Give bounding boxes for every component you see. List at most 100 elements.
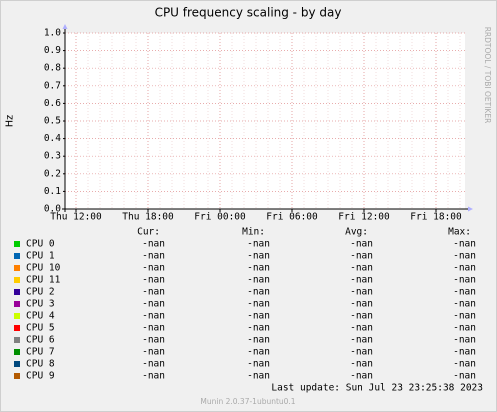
legend-stat: -nan: [247, 239, 270, 250]
legend-stat: -nan: [142, 359, 165, 370]
y-tick-label: 0.5: [44, 116, 61, 127]
legend-label: CPU 8: [26, 359, 55, 370]
legend-stat: -nan: [142, 335, 165, 346]
legend-stat: -nan: [350, 323, 373, 334]
y-tick-label: 0.4: [44, 133, 61, 144]
legend-stat: -nan: [350, 359, 373, 370]
legend-header: Avg:: [345, 227, 368, 238]
legend-swatch: [14, 337, 20, 343]
legend-label: CPU 11: [26, 275, 61, 286]
legend-stat: -nan: [350, 311, 373, 322]
legend-stat: -nan: [142, 311, 165, 322]
y-axis-label: Hz: [5, 115, 16, 127]
legend-stat: -nan: [350, 371, 373, 382]
chart-title: CPU frequency scaling - by day: [155, 6, 342, 20]
legend-swatch: [14, 289, 20, 295]
y-tick-label: 0.2: [44, 168, 61, 179]
legend-stat: -nan: [247, 287, 270, 298]
legend-stat: -nan: [142, 323, 165, 334]
legend-stat: -nan: [247, 371, 270, 382]
legend-stat: -nan: [350, 347, 373, 358]
legend-label: CPU 4: [26, 311, 55, 322]
legend-swatch: [14, 253, 20, 259]
legend-label: CPU 0: [26, 239, 55, 250]
legend-label: CPU 3: [26, 299, 55, 310]
legend-swatch: [14, 373, 20, 379]
y-tick-label: 0.8: [44, 63, 61, 74]
legend-stat: -nan: [350, 299, 373, 310]
x-tick-label: Fri 12:00: [338, 212, 390, 223]
legend-stat: -nan: [142, 263, 165, 274]
legend-swatch: [14, 277, 20, 283]
legend-stat: -nan: [247, 263, 270, 274]
legend-stat: -nan: [453, 287, 476, 298]
y-axis-arrow: [62, 24, 68, 29]
x-tick-label: Thu 18:00: [122, 212, 174, 223]
legend-stat: -nan: [247, 311, 270, 322]
legend-header: Min:: [242, 227, 265, 238]
legend-stat: -nan: [453, 323, 476, 334]
legend-swatch: [14, 325, 20, 331]
legend-stat: -nan: [142, 275, 165, 286]
legend-swatch: [14, 265, 20, 271]
legend-stat: -nan: [453, 371, 476, 382]
legend-stat: -nan: [453, 263, 476, 274]
legend-label: CPU 5: [26, 323, 55, 334]
x-tick-label: Fri 06:00: [266, 212, 318, 223]
footer: Munin 2.0.37-1ubuntu0.1: [200, 397, 295, 406]
legend-stat: -nan: [350, 239, 373, 250]
legend-stat: -nan: [350, 335, 373, 346]
legend-label: CPU 10: [26, 263, 61, 274]
legend-stat: -nan: [453, 359, 476, 370]
legend-stat: -nan: [142, 239, 165, 250]
legend-swatch: [14, 361, 20, 367]
legend-label: CPU 6: [26, 335, 55, 346]
legend-swatch: [14, 313, 20, 319]
x-tick-label: Fri 00:00: [194, 212, 246, 223]
x-tick-label: Thu 12:00: [50, 212, 102, 223]
legend-stat: -nan: [247, 359, 270, 370]
legend-stat: -nan: [453, 239, 476, 250]
legend-label: CPU 1: [26, 251, 55, 262]
legend-stat: -nan: [247, 299, 270, 310]
legend-stat: -nan: [247, 323, 270, 334]
legend-stat: -nan: [453, 311, 476, 322]
legend-stat: -nan: [142, 299, 165, 310]
legend-stat: -nan: [453, 251, 476, 262]
legend-stat: -nan: [453, 347, 476, 358]
legend-stat: -nan: [453, 299, 476, 310]
legend-header: Max:: [448, 227, 471, 238]
legend-label: CPU 7: [26, 347, 55, 358]
legend-stat: -nan: [350, 251, 373, 262]
last-update: Last update: Sun Jul 23 23:25:38 2023: [271, 383, 483, 394]
legend-swatch: [14, 349, 20, 355]
y-tick-label: 0.7: [44, 80, 61, 91]
legend-label: CPU 9: [26, 371, 55, 382]
legend-stat: -nan: [453, 275, 476, 286]
legend-stat: -nan: [247, 251, 270, 262]
side-text: RRDTOOL / TOBI OETIKER: [483, 27, 492, 124]
legend-stat: -nan: [142, 251, 165, 262]
y-tick-label: 1.0: [44, 28, 61, 39]
legend-header: Cur:: [137, 227, 160, 238]
legend-stat: -nan: [247, 275, 270, 286]
legend-stat: -nan: [142, 347, 165, 358]
legend-stat: -nan: [350, 275, 373, 286]
legend-stat: -nan: [247, 335, 270, 346]
legend-swatch: [14, 241, 20, 247]
legend-swatch: [14, 301, 20, 307]
legend-label: CPU 2: [26, 287, 55, 298]
y-tick-label: 0.9: [44, 45, 61, 56]
legend-stat: -nan: [142, 287, 165, 298]
y-tick-label: 0.3: [44, 151, 61, 162]
legend-stat: -nan: [142, 371, 165, 382]
y-tick-label: 0.0: [44, 204, 61, 215]
x-tick-label: Fri 18:00: [410, 212, 462, 223]
y-tick-label: 0.6: [44, 98, 61, 109]
legend-stat: -nan: [247, 347, 270, 358]
x-axis-arrow: [468, 206, 473, 212]
legend-stat: -nan: [350, 287, 373, 298]
legend-stat: -nan: [350, 263, 373, 274]
legend-stat: -nan: [453, 335, 476, 346]
